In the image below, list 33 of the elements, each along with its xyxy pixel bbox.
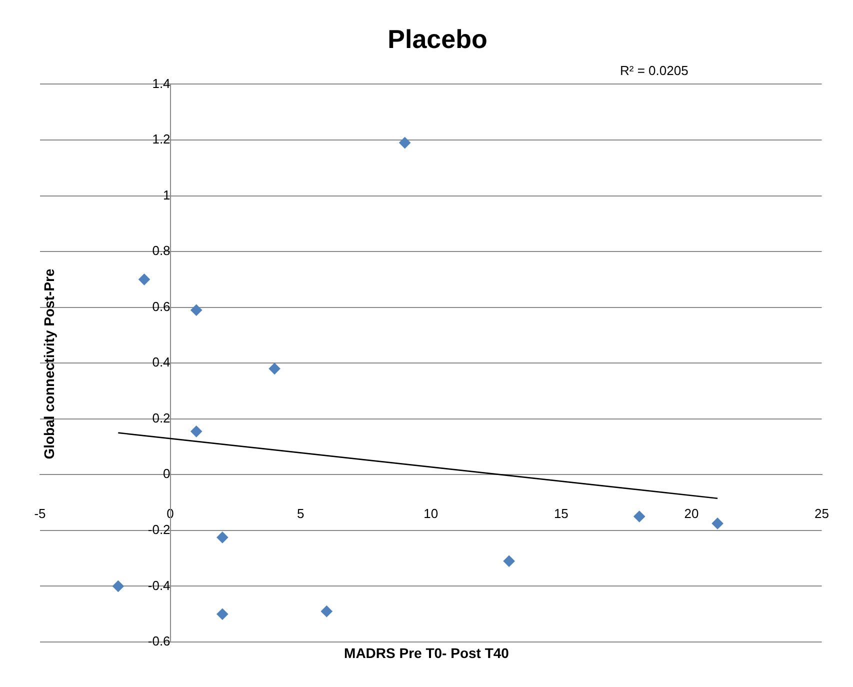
point [321,606,332,617]
y-tick-label: 0.2 [152,410,170,426]
y-tick-label: 0.8 [152,243,170,258]
x-tick-label: 20 [684,506,699,522]
y-tick-label: -0.4 [148,578,170,593]
x-tick-label: 15 [554,506,568,522]
y-tick-label: -0.2 [148,522,170,538]
point [712,518,724,530]
point [138,274,150,286]
point [503,555,515,567]
x-tick-label: 10 [424,506,438,522]
point [268,363,280,374]
y-tick-label: 0.4 [152,354,170,370]
y-axis-title: Global connectivity Post-Pre [41,268,57,460]
point [216,532,228,544]
point [216,608,228,620]
y-tick-label: 0 [163,466,170,482]
point [190,426,202,438]
y-tick-label: 1 [163,187,170,202]
x-tick-label: 5 [296,506,304,522]
y-tick-label: 1.4 [152,76,170,91]
y-tick-label: -0.6 [148,634,170,649]
x-axis-title: MADRS Pre T0- Post T40 [344,645,509,661]
x-tick-label: 25 [814,506,830,522]
point [190,304,202,316]
y-tick-label: 0.6 [152,298,170,314]
point [112,580,124,592]
point [399,137,410,148]
point [634,510,646,522]
chart-title: Placebo [388,24,488,54]
y-tick-label: 1.2 [152,132,170,147]
x-tick-label: -5 [34,506,46,522]
text: R² = 0.0205 [620,63,688,78]
